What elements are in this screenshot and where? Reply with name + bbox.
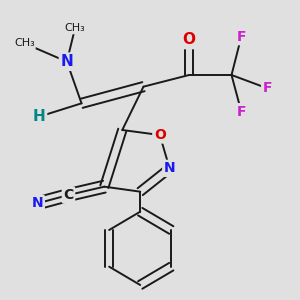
Text: H: H bbox=[33, 109, 46, 124]
Text: N: N bbox=[164, 161, 176, 175]
Text: CH₃: CH₃ bbox=[14, 38, 35, 48]
Text: F: F bbox=[262, 81, 272, 95]
Text: F: F bbox=[237, 105, 246, 119]
Text: C: C bbox=[63, 188, 74, 202]
Text: N: N bbox=[61, 54, 73, 69]
Text: O: O bbox=[154, 128, 166, 142]
Text: F: F bbox=[237, 30, 246, 44]
Text: CH₃: CH₃ bbox=[64, 23, 86, 33]
Text: O: O bbox=[183, 32, 196, 47]
Text: N: N bbox=[32, 196, 43, 210]
